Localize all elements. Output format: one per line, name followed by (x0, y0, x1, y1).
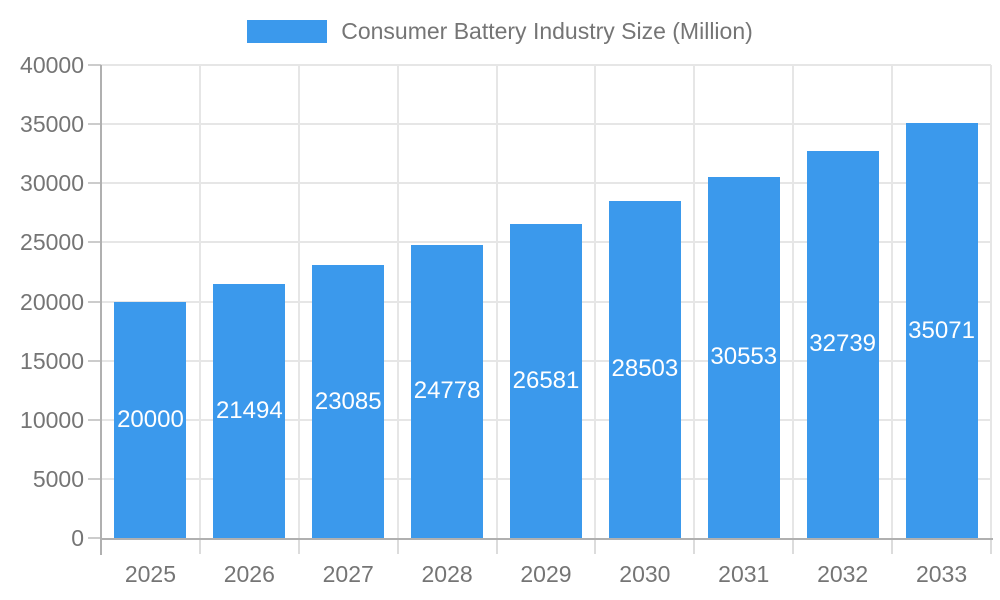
bar[interactable]: 30553 (707, 176, 780, 538)
y-axis-tick (88, 300, 101, 303)
bar-value-label: 26581 (512, 366, 580, 394)
x-axis-label: 2026 (223, 561, 275, 587)
x-axis-label: 2033 (915, 561, 968, 587)
bar-value-label: 20000 (117, 405, 184, 433)
y-axis-tick (88, 359, 101, 362)
bar[interactable]: 20000 (114, 301, 187, 538)
gridline-horizontal (101, 64, 991, 66)
bar[interactable]: 35071 (905, 123, 978, 538)
bar-value-label: 35071 (908, 316, 975, 344)
gridline-vertical (693, 65, 696, 538)
y-axis-tick (88, 64, 101, 66)
gridline-vertical (792, 65, 795, 538)
bar-value-label: 32739 (809, 330, 877, 358)
y-axis-label: 30000 (20, 170, 84, 197)
x-axis-label: 2032 (817, 561, 869, 587)
bar-value-label: 24778 (413, 377, 481, 405)
bar-value-label: 23085 (314, 387, 382, 415)
y-axis-tick (88, 182, 101, 185)
y-axis-label: 35000 (20, 111, 84, 138)
y-axis-label: 10000 (20, 406, 84, 433)
bar[interactable]: 26581 (510, 223, 582, 538)
x-axis-tick (891, 538, 894, 554)
gridline-vertical (297, 65, 300, 538)
gridline-vertical (891, 65, 894, 538)
x-axis-tick (396, 538, 399, 554)
bar[interactable]: 23085 (312, 265, 385, 538)
bar[interactable]: 32739 (806, 150, 879, 538)
x-axis-label: 2031 (718, 561, 770, 587)
y-axis-label: 15000 (20, 347, 84, 374)
x-axis-label: 2029 (520, 561, 572, 587)
y-axis-label: 5000 (32, 465, 84, 492)
x-axis-tick (198, 538, 201, 554)
bar-value-label: 28503 (611, 355, 679, 383)
gridline-horizontal (101, 123, 991, 126)
gridline-vertical (495, 65, 498, 538)
x-axis-label: 2025 (124, 561, 177, 587)
y-axis-label: 25000 (20, 229, 84, 256)
x-axis-tick (297, 538, 300, 554)
x-axis-tick (594, 538, 597, 554)
x-axis-label: 2027 (322, 561, 374, 587)
y-axis-tick (88, 537, 101, 539)
bar[interactable]: 24778 (411, 245, 484, 538)
x-axis-tick (495, 538, 498, 554)
x-axis-tick (990, 538, 992, 554)
x-axis-line (101, 538, 993, 540)
y-axis-tick (88, 123, 101, 126)
legend-swatch-icon (247, 20, 328, 43)
gridline-vertical (594, 65, 597, 538)
bar-value-label: 21494 (215, 396, 283, 424)
x-axis-tick (693, 538, 696, 554)
gridline-vertical (990, 65, 992, 538)
y-axis-label: 0 (71, 525, 84, 551)
bar[interactable]: 21494 (213, 283, 286, 538)
y-axis-label: 20000 (20, 288, 84, 315)
y-axis-line (100, 65, 102, 555)
gridline-vertical (198, 65, 201, 538)
x-axis-tick (792, 538, 795, 554)
y-axis-tick (88, 241, 101, 244)
y-axis-label: 40000 (20, 52, 84, 78)
y-axis-tick (88, 477, 101, 480)
legend[interactable]: Consumer Battery Industry Size (Million) (0, 18, 1000, 45)
y-axis-tick (88, 418, 101, 421)
bar-value-label: 30553 (710, 343, 778, 371)
bar[interactable]: 28503 (608, 200, 681, 538)
gridline-vertical (396, 65, 399, 538)
x-axis-label: 2030 (619, 561, 671, 587)
legend-label: Consumer Battery Industry Size (Million) (341, 18, 753, 44)
gridline-horizontal (101, 182, 991, 185)
x-axis-label: 2028 (421, 561, 473, 587)
